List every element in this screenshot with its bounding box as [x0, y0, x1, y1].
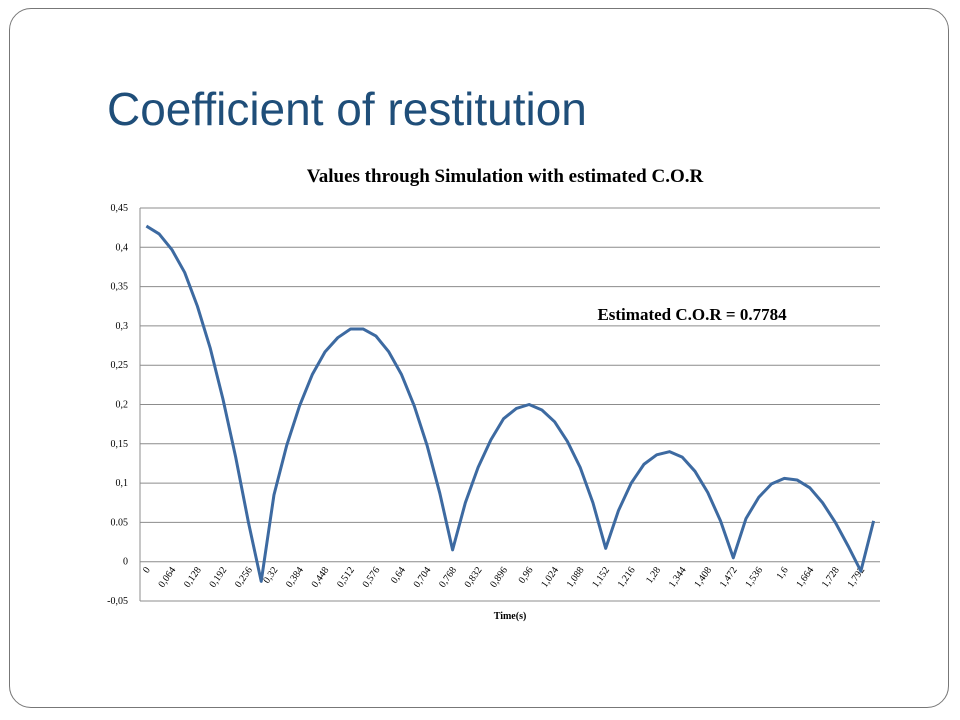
chart-title: Values through Simulation with estimated… [307, 166, 704, 187]
x-tick-label: 1,088 [565, 565, 587, 590]
y-tick-label: 0,3 [116, 321, 129, 332]
x-tick-label: 0,192 [207, 565, 229, 590]
y-tick-label: 0,1 [116, 478, 129, 489]
slide-frame [9, 8, 949, 708]
x-tick-label: 1,408 [692, 565, 714, 590]
x-tick-label: 0,512 [335, 565, 357, 590]
x-tick-label: 1,152 [590, 565, 612, 590]
x-tick-label: 1,024 [539, 565, 561, 590]
data-line [145, 224, 876, 583]
y-tick-label: -0,05 [107, 596, 128, 607]
y-tick-label: 0,35 [111, 282, 129, 293]
annotation: Estimated C.O.R = 0.7784 [597, 305, 787, 324]
x-tick-label: 0,896 [488, 565, 510, 590]
x-tick-label: 1,728 [820, 565, 842, 590]
x-tick-label: 0 [141, 565, 153, 575]
slide-title: Coefficient of restitution [107, 83, 587, 135]
x-tick-label: 1,792 [845, 565, 867, 590]
x-tick-label: 0,128 [182, 565, 204, 590]
x-tick-label: 0,96 [517, 565, 536, 586]
x-tick-label: 0,704 [412, 565, 434, 590]
x-tick-label: 0,256 [233, 565, 255, 590]
x-tick-label: 1,6 [775, 565, 791, 582]
x-tick-label: 1,216 [616, 565, 638, 590]
x-tick-label: 1,344 [667, 565, 689, 590]
x-tick-label: 0,448 [310, 565, 332, 590]
y-tick-label: 0,2 [116, 400, 129, 411]
x-axis-label: Time(s) [494, 611, 527, 622]
x-tick-label: 0,768 [437, 565, 459, 590]
y-tick-label: 0,45 [111, 203, 129, 214]
y-tick-label: 0 [123, 557, 128, 568]
y-tick-label: 0,15 [111, 439, 129, 450]
x-tick-label: 1,536 [743, 565, 765, 590]
x-tick-label: 1,28 [644, 565, 663, 586]
x-tick-label: 0,832 [463, 565, 485, 590]
x-tick-label: 0,384 [284, 565, 306, 590]
x-tick-label: 1,472 [718, 565, 740, 590]
y-tick-label: 0.05 [111, 517, 129, 528]
x-tick-label: 1,664 [794, 565, 816, 590]
x-tick-label: 0,576 [361, 565, 383, 590]
x-tick-label: 0,64 [389, 565, 408, 586]
y-tick-label: 0,4 [116, 242, 129, 253]
y-tick-label: 0,25 [111, 360, 129, 371]
x-tick-label: 0,064 [156, 565, 178, 590]
